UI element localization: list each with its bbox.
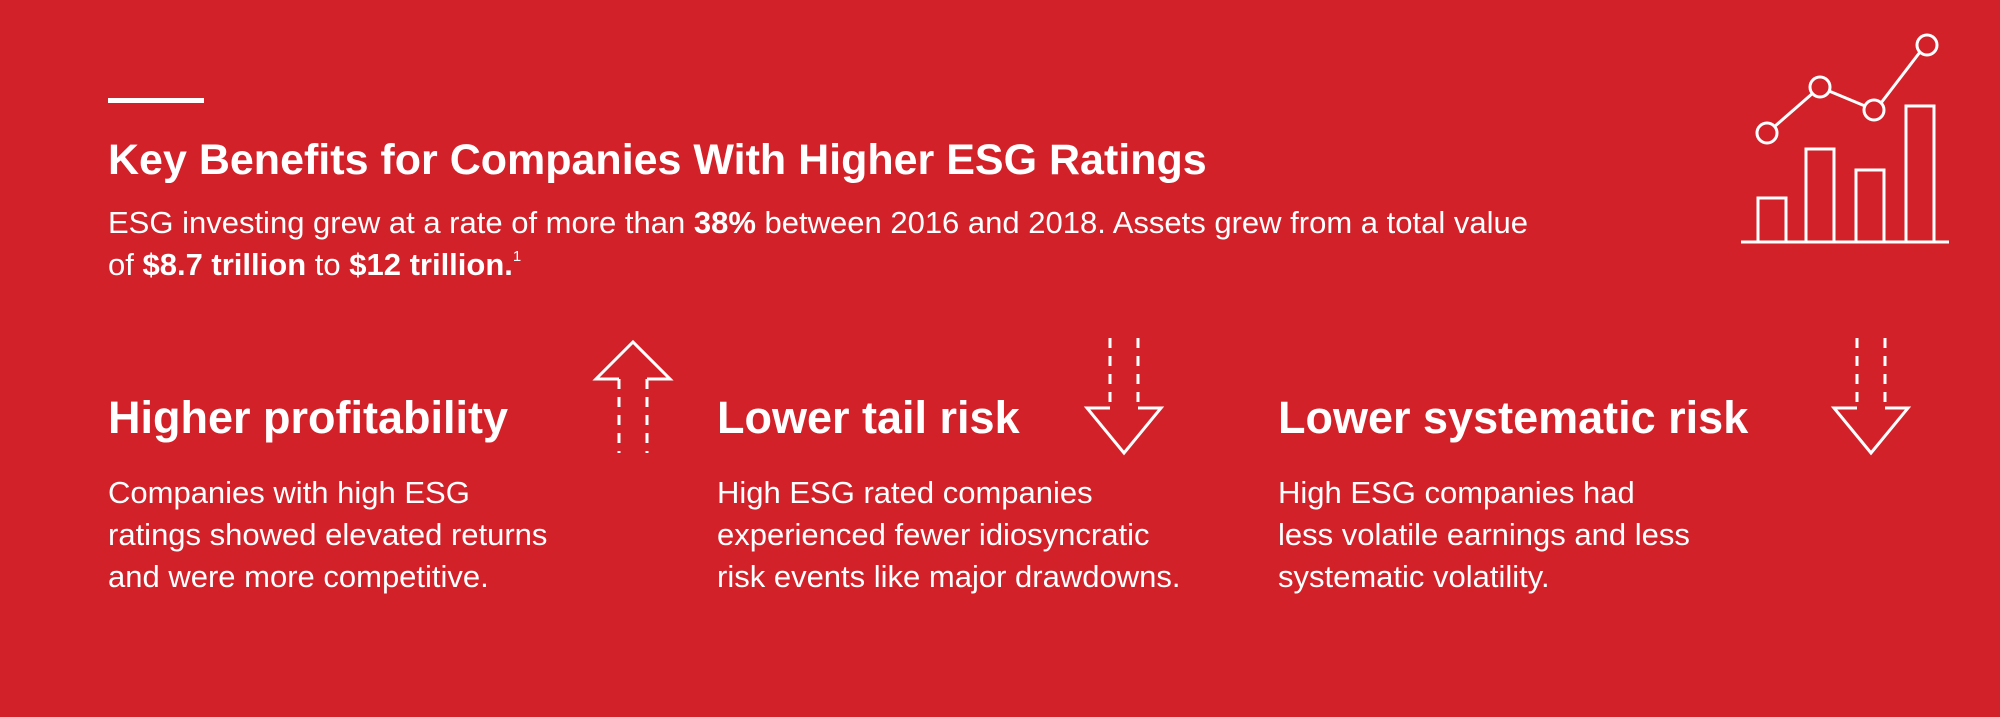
intro-run: $8.7 trillion (142, 247, 306, 282)
benefit-text: High ESG companies had (1278, 475, 1635, 510)
arrow-head (1083, 406, 1165, 456)
arrow-icon (1830, 338, 1912, 456)
arrow-head (1830, 406, 1912, 456)
intro-run: between 2016 and 2018. Assets grew from … (756, 205, 1528, 240)
intro-line: ESG investing grew at a rate of more tha… (108, 205, 1528, 240)
intro-run: ESG investing grew at a rate of more tha… (108, 205, 694, 240)
arrow-icon (1083, 338, 1165, 456)
benefit-text: risk events like major drawdowns. (717, 559, 1180, 594)
benefit-title: Lower systematic risk (1278, 392, 1749, 443)
benefit-title: Lower tail risk (717, 392, 1021, 443)
title: Key Benefits for Companies With Higher E… (108, 136, 1207, 184)
benefit-text: systematic volatility. (1278, 559, 1550, 594)
intro-run: 38% (694, 205, 756, 240)
benefit-text: experienced fewer idiosyncratic (717, 517, 1150, 552)
benefit-text: less volatile earnings and less (1278, 517, 1690, 552)
benefit-text: and were more competitive. (108, 559, 489, 594)
intro-run: to (306, 247, 349, 282)
divider (108, 98, 204, 103)
arrow-icon (592, 339, 674, 453)
benefit-title: Higher profitability (108, 392, 508, 443)
benefit-text: High ESG rated companies (717, 475, 1093, 510)
intro-run: $12 trillion. (349, 247, 513, 282)
benefit-text: Companies with high ESG (108, 475, 470, 510)
arrow-head (592, 339, 674, 381)
intro-line: of $8.7 trillion to $12 trillion.1 (108, 247, 521, 282)
chart-icon (1741, 33, 1949, 244)
intro-run: of (108, 247, 142, 282)
benefit-text: ratings showed elevated returns (108, 517, 547, 552)
footnote: 1 (513, 248, 521, 265)
